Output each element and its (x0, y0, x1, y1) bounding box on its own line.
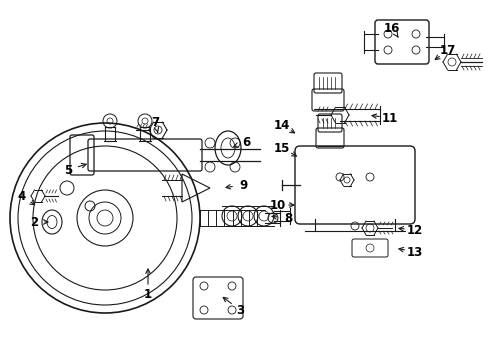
Text: 3: 3 (235, 303, 244, 316)
Text: 5: 5 (64, 163, 72, 176)
Text: 13: 13 (406, 246, 422, 258)
Text: 9: 9 (238, 179, 246, 192)
Text: 15: 15 (273, 141, 289, 154)
Text: 7: 7 (151, 116, 159, 129)
Text: 6: 6 (242, 135, 250, 149)
Text: 14: 14 (273, 118, 289, 131)
Text: 11: 11 (381, 112, 397, 125)
Text: 1: 1 (143, 288, 152, 302)
Text: 10: 10 (269, 198, 285, 212)
Text: 4: 4 (18, 189, 26, 202)
Text: 16: 16 (383, 22, 399, 35)
Text: 17: 17 (439, 44, 455, 57)
Text: 2: 2 (30, 216, 38, 229)
Text: 8: 8 (284, 212, 291, 225)
Text: 12: 12 (406, 224, 422, 237)
